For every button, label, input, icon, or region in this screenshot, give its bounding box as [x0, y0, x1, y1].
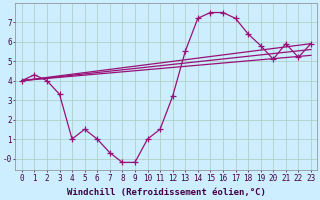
X-axis label: Windchill (Refroidissement éolien,°C): Windchill (Refroidissement éolien,°C) — [67, 188, 266, 197]
